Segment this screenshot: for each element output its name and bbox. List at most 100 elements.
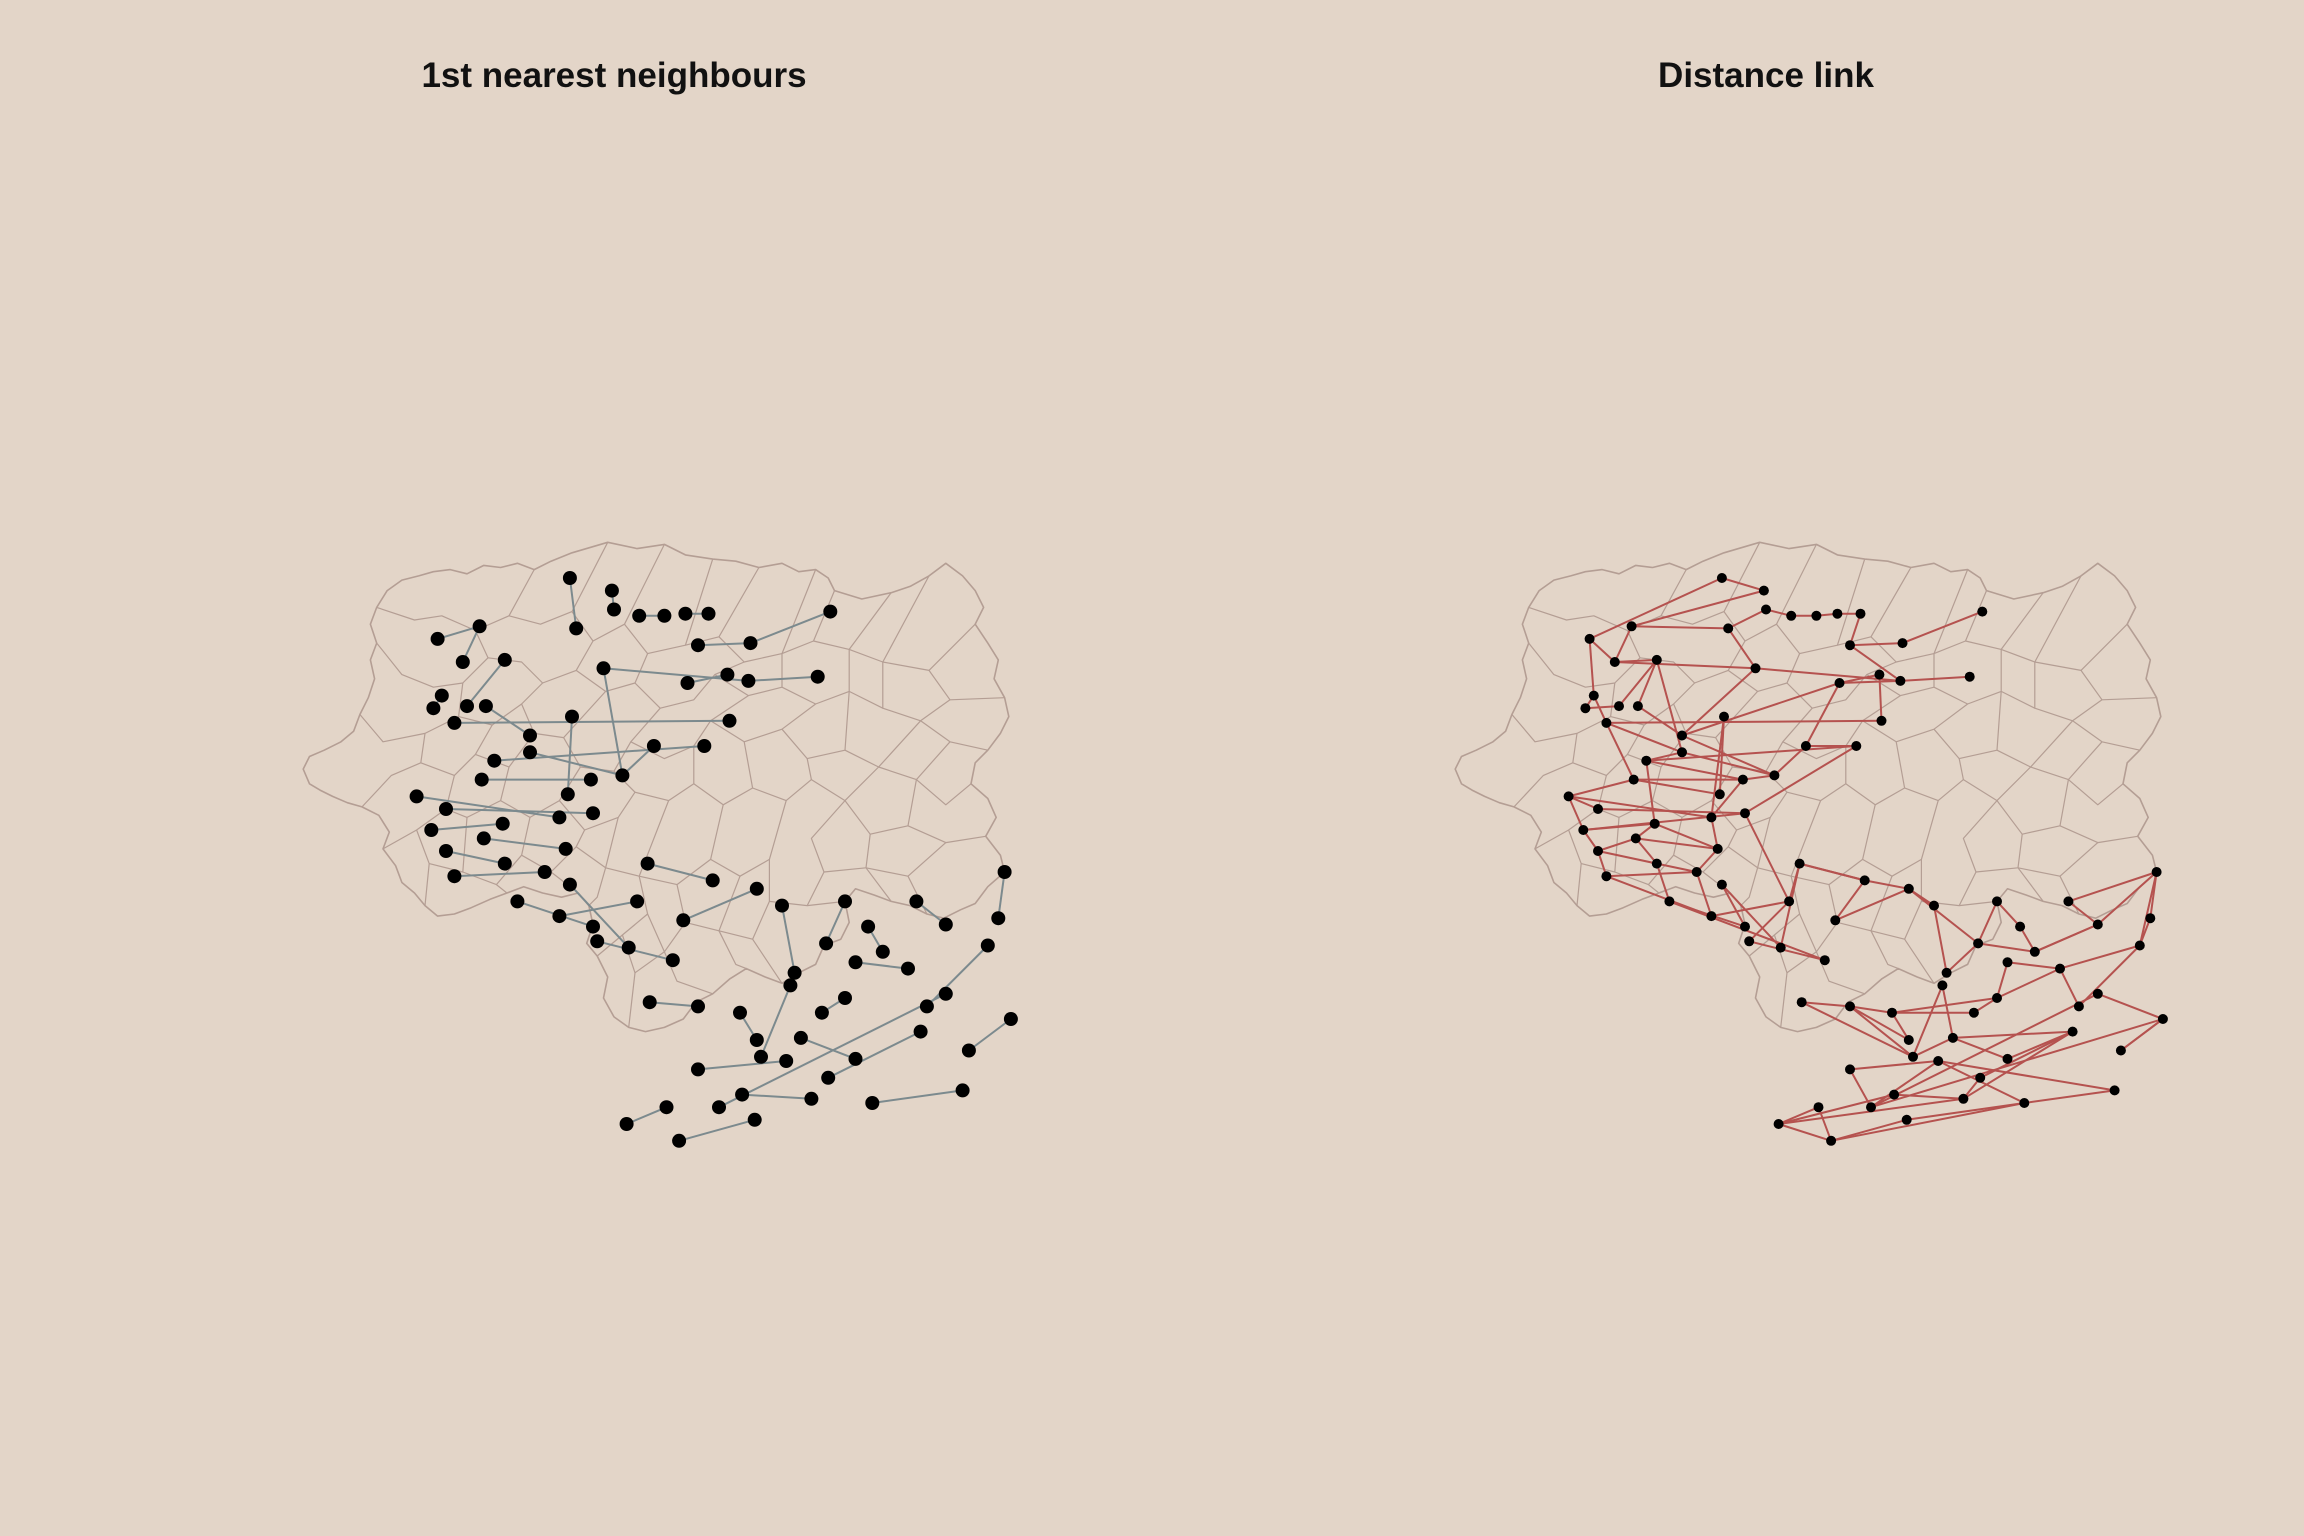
nearest-link bbox=[997, 871, 1006, 919]
centroid-point bbox=[848, 955, 863, 970]
centroid-point bbox=[2063, 896, 2074, 907]
distance-link bbox=[2097, 992, 2164, 1020]
centroid-point bbox=[701, 606, 716, 621]
county-border bbox=[865, 842, 947, 877]
distance-link bbox=[1618, 659, 1658, 707]
distance-link bbox=[1864, 879, 1909, 890]
centroid-point bbox=[1903, 1035, 1914, 1045]
distance-link bbox=[1656, 862, 1697, 873]
centroid-point bbox=[1834, 678, 1845, 688]
county-border bbox=[752, 758, 813, 802]
centroid-point bbox=[523, 745, 537, 760]
centroid-point bbox=[1874, 669, 1885, 680]
distance-link bbox=[1996, 967, 2061, 999]
county-border bbox=[714, 653, 783, 697]
centroid-point bbox=[2073, 1001, 2084, 1012]
centroid-point bbox=[1929, 900, 1939, 911]
distance-link bbox=[1681, 682, 1840, 737]
distance-link bbox=[1801, 1001, 1914, 1058]
distance-link bbox=[1655, 863, 1671, 902]
centroid-point bbox=[814, 1005, 829, 1020]
county-border bbox=[2017, 842, 2099, 877]
centroid-point bbox=[743, 636, 758, 651]
nearest-link bbox=[454, 871, 545, 878]
centroid-point bbox=[1714, 789, 1725, 800]
nearest-link bbox=[678, 1118, 755, 1142]
distance-link bbox=[1614, 661, 1756, 670]
distance-link bbox=[1605, 722, 1635, 781]
distance-link bbox=[1941, 985, 1954, 1039]
centroid-point bbox=[659, 1100, 674, 1115]
centroid-point bbox=[991, 911, 1006, 926]
centroid-point bbox=[1563, 791, 1574, 802]
county-border bbox=[2080, 670, 2157, 701]
county-border bbox=[1639, 611, 1746, 684]
distance-link bbox=[1597, 808, 1746, 815]
nearest-link bbox=[750, 610, 831, 645]
centroid-point bbox=[1855, 608, 1866, 619]
distance-link bbox=[1646, 751, 1683, 762]
centroid-point bbox=[1908, 1051, 1918, 1062]
distance-link bbox=[1830, 1118, 1907, 1142]
county-border bbox=[1791, 804, 1876, 886]
county-border bbox=[752, 859, 771, 940]
county-border bbox=[1627, 569, 1687, 632]
county-border bbox=[685, 567, 760, 646]
centroid-point bbox=[523, 728, 537, 743]
centroid-point bbox=[426, 701, 441, 716]
county-border bbox=[1866, 653, 1935, 697]
centroid-point bbox=[1800, 741, 1811, 751]
distance-link bbox=[1645, 760, 1656, 824]
centroid-point bbox=[680, 676, 695, 690]
distance-link bbox=[1588, 638, 1595, 696]
distance-link bbox=[2059, 944, 2141, 970]
centroid-point bbox=[619, 1117, 634, 1131]
centroid-point bbox=[1716, 573, 1727, 583]
centroid-point bbox=[409, 789, 424, 804]
centroid-point bbox=[1811, 610, 1822, 621]
centroid-point bbox=[1737, 774, 1748, 785]
centroid-point bbox=[558, 841, 573, 856]
distance-link bbox=[1801, 1001, 1851, 1008]
centroid-point bbox=[961, 1043, 976, 1058]
centroid-point bbox=[823, 604, 838, 619]
distance-link bbox=[2067, 900, 2099, 926]
distance-link bbox=[1849, 1005, 1910, 1041]
centroid-point bbox=[2151, 867, 2162, 877]
county-border bbox=[596, 876, 649, 957]
distance-link bbox=[1585, 705, 1620, 710]
centroid-point bbox=[1003, 1012, 1018, 1026]
centroid-point bbox=[804, 1091, 819, 1106]
centroid-point bbox=[865, 1096, 880, 1110]
county-border bbox=[458, 682, 544, 726]
distance-link bbox=[1597, 850, 1658, 865]
county-border bbox=[878, 741, 951, 781]
county-border bbox=[508, 542, 609, 625]
distance-link bbox=[1906, 1102, 2025, 1121]
centroid-point bbox=[1593, 846, 1603, 856]
county-border bbox=[1715, 707, 1813, 772]
nearest-link bbox=[466, 659, 506, 707]
centroid-point bbox=[705, 873, 720, 888]
centroid-point bbox=[775, 898, 789, 913]
centroid-point bbox=[552, 909, 567, 924]
county-border bbox=[710, 703, 816, 743]
distance-link bbox=[1681, 667, 1757, 737]
nearest-link bbox=[926, 944, 989, 1008]
distance-link bbox=[1637, 705, 1683, 737]
distance-link bbox=[1568, 778, 1634, 798]
county-border bbox=[445, 766, 510, 819]
centroid-point bbox=[1794, 858, 1805, 869]
distance-link bbox=[1891, 997, 1998, 1014]
distance-link bbox=[1567, 795, 1585, 831]
distance-link bbox=[1742, 774, 1775, 781]
distance-link bbox=[1952, 1036, 2008, 1060]
centroid-point bbox=[1769, 770, 1780, 781]
county-border bbox=[2000, 575, 2082, 663]
distance-link bbox=[1849, 644, 1901, 682]
distance-link bbox=[2078, 944, 2141, 1008]
nearest-link bbox=[781, 905, 796, 973]
centroid-point bbox=[821, 1070, 836, 1085]
centroid-point bbox=[1632, 701, 1643, 712]
distance-link bbox=[1635, 837, 1718, 850]
